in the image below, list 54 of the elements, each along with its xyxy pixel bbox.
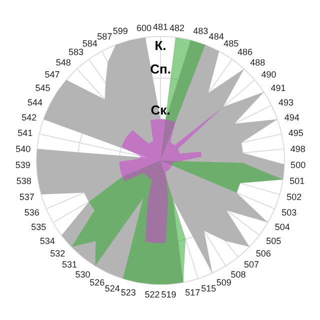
spoke-label: 547 bbox=[44, 70, 60, 80]
spoke-label: 501 bbox=[290, 176, 305, 186]
spoke-label: 481 bbox=[152, 22, 168, 32]
spoke-label: 522 bbox=[144, 290, 160, 300]
spoke-label: 505 bbox=[266, 236, 282, 246]
spoke-label: 498 bbox=[290, 144, 306, 154]
spoke-label: 507 bbox=[244, 260, 259, 270]
spoke-label: 486 bbox=[237, 47, 253, 58]
spoke-label: 503 bbox=[282, 207, 297, 218]
spoke-label: 526 bbox=[90, 277, 105, 288]
spoke-label: 485 bbox=[224, 38, 239, 48]
spoke-label: 504 bbox=[274, 222, 290, 232]
spoke-label: 508 bbox=[230, 269, 246, 280]
spoke-label: 517 bbox=[185, 288, 200, 298]
spoke-label: 515 bbox=[201, 284, 216, 294]
spoke-label: 541 bbox=[18, 128, 33, 138]
spoke-label: 538 bbox=[16, 176, 32, 186]
spoke-label: 534 bbox=[40, 236, 55, 246]
spoke-label: 583 bbox=[68, 47, 84, 58]
spoke-label: 548 bbox=[56, 58, 71, 68]
y-tick-label: Ск. bbox=[150, 102, 170, 118]
spoke-label: 540 bbox=[16, 144, 31, 154]
spoke-label: 484 bbox=[208, 31, 224, 42]
spoke-label: 532 bbox=[50, 248, 66, 258]
spoke-label: 599 bbox=[112, 26, 128, 36]
spoke-label: 523 bbox=[120, 288, 136, 298]
spoke-label: 491 bbox=[270, 82, 286, 93]
spoke-label: 488 bbox=[250, 58, 266, 68]
spoke-label: 509 bbox=[216, 277, 232, 288]
spoke-label: 524 bbox=[104, 284, 120, 294]
spoke-label: 495 bbox=[288, 128, 304, 138]
spoke-label: 490 bbox=[261, 70, 276, 80]
spoke-label: 584 bbox=[82, 38, 98, 48]
spoke-label: 531 bbox=[62, 260, 78, 270]
spoke-label: 544 bbox=[28, 97, 43, 108]
spoke-label: 483 bbox=[193, 26, 208, 36]
spoke-label: 537 bbox=[19, 192, 34, 202]
spoke-label: 587 bbox=[97, 31, 112, 42]
spoke-label: 482 bbox=[169, 23, 184, 34]
spoke-label: 545 bbox=[35, 82, 50, 93]
y-tick-label: К. bbox=[154, 38, 166, 53]
spoke-label: 530 bbox=[75, 269, 90, 280]
spoke-label: 600 bbox=[136, 23, 152, 34]
spoke-label: 502 bbox=[286, 192, 302, 202]
y-tick-label: Сп. bbox=[150, 61, 171, 76]
spoke-label: 535 bbox=[31, 222, 46, 232]
spoke-label: 539 bbox=[15, 160, 30, 170]
spoke-label: 536 bbox=[24, 207, 40, 218]
spoke-label: 500 bbox=[290, 160, 306, 170]
spoke-label: 494 bbox=[284, 112, 300, 122]
spoke-label: 542 bbox=[22, 112, 37, 122]
spoke-label: 493 bbox=[278, 97, 294, 108]
spoke-label: 519 bbox=[161, 290, 176, 300]
spoke-label: 506 bbox=[256, 248, 271, 258]
